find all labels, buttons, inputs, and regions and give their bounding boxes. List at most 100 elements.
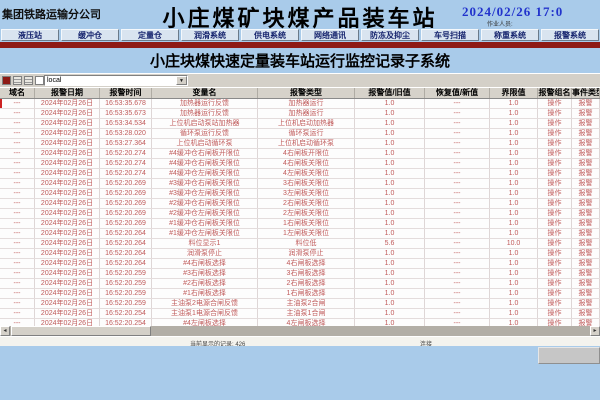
- cell: 1.0: [355, 159, 425, 168]
- cell: 主油泵2电源合闸反馈: [152, 299, 258, 308]
- table-row[interactable]: --- 2024年02月26日 16:53:34.534 上位机启动泵站加热器 上位机启…: [0, 119, 600, 129]
- dropdown-arrow-icon[interactable]: ▼: [176, 76, 187, 85]
- cell: 1.0: [490, 129, 538, 138]
- column-header[interactable]: 报警日期: [35, 88, 100, 98]
- cell: 1.0: [355, 309, 425, 318]
- horizontal-scrollbar[interactable]: ◂ ▸: [0, 326, 600, 336]
- table-row[interactable]: --- 2024年02月26日 16:52:20.274 #4缓冲仓右闸板关限位 4右闸…: [0, 159, 600, 169]
- toolbar-button-10[interactable]: 报警系统: [541, 29, 599, 41]
- cell: ---: [425, 249, 490, 258]
- table-row[interactable]: --- 2024年02月26日 16:52:20.269 #2缓冲仓右闸板关限位 2右闸…: [0, 199, 600, 209]
- table-row[interactable]: --- 2024年02月26日 16:52:20.254 主油泵1电源合闸反馈 主油泵1…: [0, 309, 600, 319]
- table-row[interactable]: --- 2024年02月26日 16:52:20.264 润滑泵停止 润滑泵停止 1.0-…: [0, 249, 600, 259]
- cell: 16:52:20.264: [100, 249, 152, 258]
- table-row[interactable]: --- 2024年02月26日 16:52:20.264 #1缓冲仓左闸板关限位 1左闸…: [0, 229, 600, 239]
- cell: 16:52:20.259: [100, 279, 152, 288]
- table-row[interactable]: --- 2024年02月26日 16:52:20.269 #2缓冲仓左闸板关限位 2左闸…: [0, 209, 600, 219]
- toolbar-button-5[interactable]: 供电系统: [241, 29, 299, 41]
- grid-icon[interactable]: [13, 76, 22, 85]
- scrollbar-thumb[interactable]: [11, 326, 151, 336]
- table-row[interactable]: --- 2024年02月26日 16:52:20.264 料位显示1 料位低 5.6 ---…: [0, 239, 600, 249]
- grid-icon-2[interactable]: [24, 76, 33, 85]
- column-header[interactable]: 域名: [0, 88, 35, 98]
- cell: #3缓冲仓左闸板关限位: [152, 189, 258, 198]
- cell: 16:53:28.020: [100, 129, 152, 138]
- table-row[interactable]: --- 2024年02月26日 16:52:20.259 #2右闸板选择 2右闸板选择 1…: [0, 279, 600, 289]
- table-row[interactable]: --- 2024年02月26日 16:52:20.274 #4缓冲仓左闸板关限位 4左闸…: [0, 169, 600, 179]
- column-header[interactable]: 变量名: [152, 88, 258, 98]
- cell: 操作: [538, 119, 572, 128]
- cell: #1缓冲仓右闸板关限位: [152, 219, 258, 228]
- column-header[interactable]: 报警时间: [100, 88, 152, 98]
- cell: 上位机启动循环泵: [152, 139, 258, 148]
- cell: 2024年02月26日: [35, 209, 100, 218]
- column-header[interactable]: 报警类型: [258, 88, 355, 98]
- toolbar-button-9[interactable]: 称重系统: [481, 29, 539, 41]
- column-header[interactable]: 恢复值/新值: [425, 88, 490, 98]
- table-row[interactable]: --- 2024年02月26日 16:53:27.364 上位机启动循环泵 上位机启动循…: [0, 139, 600, 149]
- column-header[interactable]: 报警组名: [538, 88, 572, 98]
- table-row[interactable]: --- 2024年02月26日 16:52:20.259 #3右闸板选择 3右闸板选择 1…: [0, 269, 600, 279]
- table-row[interactable]: --- 2024年02月26日 16:52:20.269 #1缓冲仓右闸板关限位 1右闸…: [0, 219, 600, 229]
- cell: 1.0: [355, 149, 425, 158]
- scroll-right-icon[interactable]: ▸: [590, 326, 600, 336]
- column-header[interactable]: 报警值/旧值: [355, 88, 425, 98]
- cell: ---: [0, 289, 35, 298]
- cell: 5.6: [355, 239, 425, 248]
- cell: 2024年02月26日: [35, 269, 100, 278]
- cell: 1右闸板选择: [258, 289, 355, 298]
- cell: ---: [425, 189, 490, 198]
- cell: 2024年02月26日: [35, 149, 100, 158]
- toolbar-button-3[interactable]: 定量仓: [121, 29, 179, 41]
- table-row[interactable]: --- 2024年02月26日 16:52:20.269 #3缓冲仓右闸板关限位 3右闸…: [0, 179, 600, 189]
- run-icon[interactable]: [2, 76, 11, 85]
- column-header[interactable]: 事件类型: [572, 88, 600, 98]
- table-row[interactable]: --- 2024年02月26日 16:53:35.673 加热器运行反馈 加热器运行 1.…: [0, 109, 600, 119]
- source-combobox[interactable]: local ▼: [44, 75, 188, 86]
- cell: 16:52:20.264: [100, 239, 152, 248]
- table-row[interactable]: --- 2024年02月26日 16:52:20.254 #4左闸板选择 4左闸板选择 1…: [0, 319, 600, 326]
- table-row[interactable]: --- 2024年02月26日 16:53:35.678 加热器运行反馈 加热器运行 1.…: [0, 99, 600, 109]
- cell: ---: [0, 219, 35, 228]
- toolbar-button-6[interactable]: 网络通讯: [301, 29, 359, 41]
- cell: 1.0: [490, 109, 538, 118]
- table-row[interactable]: --- 2024年02月26日 16:53:28.020 循环泵运行反馈 循环泵运行 1.…: [0, 129, 600, 139]
- cell: 16:52:20.259: [100, 269, 152, 278]
- cell: 16:52:20.264: [100, 259, 152, 268]
- table-row[interactable]: --- 2024年02月26日 16:52:20.269 #3缓冲仓左闸板关限位 3左闸…: [0, 189, 600, 199]
- cell: ---: [0, 99, 35, 108]
- page-title: 小庄煤矿块煤产品装车站: [162, 6, 438, 31]
- cell: ---: [425, 279, 490, 288]
- table-row[interactable]: --- 2024年02月26日 16:52:20.259 主油泵2电源合闸反馈 主油泵2…: [0, 299, 600, 309]
- cell: ---: [0, 319, 35, 326]
- toolbar-button-1[interactable]: 液压站: [1, 29, 59, 41]
- cell: 2024年02月26日: [35, 199, 100, 208]
- toolbar-button-7[interactable]: 防冻及抑尘: [361, 29, 419, 41]
- cell: 加热器运行反馈: [152, 109, 258, 118]
- cell: #4右闸板选择: [152, 259, 258, 268]
- cell: 1.0: [355, 269, 425, 278]
- toolbar-button-4[interactable]: 润滑系统: [181, 29, 239, 41]
- cell: ---: [0, 179, 35, 188]
- cell: 报警: [572, 139, 600, 148]
- page-icon[interactable]: [35, 76, 44, 85]
- cell: 1.0: [490, 99, 538, 108]
- cell: 16:52:20.254: [100, 319, 152, 326]
- toolbar-button-8[interactable]: 车号扫描: [421, 29, 479, 41]
- cell: 2024年02月26日: [35, 249, 100, 258]
- table-row[interactable]: --- 2024年02月26日 16:52:20.264 #4右闸板选择 4右闸板选择 1…: [0, 259, 600, 269]
- toolbar-button-2[interactable]: 缓冲仓: [61, 29, 119, 41]
- cell: 1.0: [355, 199, 425, 208]
- cell: 1.0: [490, 269, 538, 278]
- scroll-left-icon[interactable]: ◂: [0, 326, 10, 336]
- cell: ---: [425, 129, 490, 138]
- cell: 报警: [572, 199, 600, 208]
- table-row[interactable]: --- 2024年02月26日 16:52:20.259 #1右闸板选择 1右闸板选择 1…: [0, 289, 600, 299]
- table-row[interactable]: --- 2024年02月26日 16:52:20.274 #4缓冲仓右闸板开限位 4右闸…: [0, 149, 600, 159]
- cell: 操作: [538, 189, 572, 198]
- cell: #3缓冲仓右闸板关限位: [152, 179, 258, 188]
- cell: 报警: [572, 119, 600, 128]
- cell: 报警: [572, 249, 600, 258]
- column-header[interactable]: 界限值: [490, 88, 538, 98]
- datetime-display: 2024/02/26 17:0: [462, 4, 564, 19]
